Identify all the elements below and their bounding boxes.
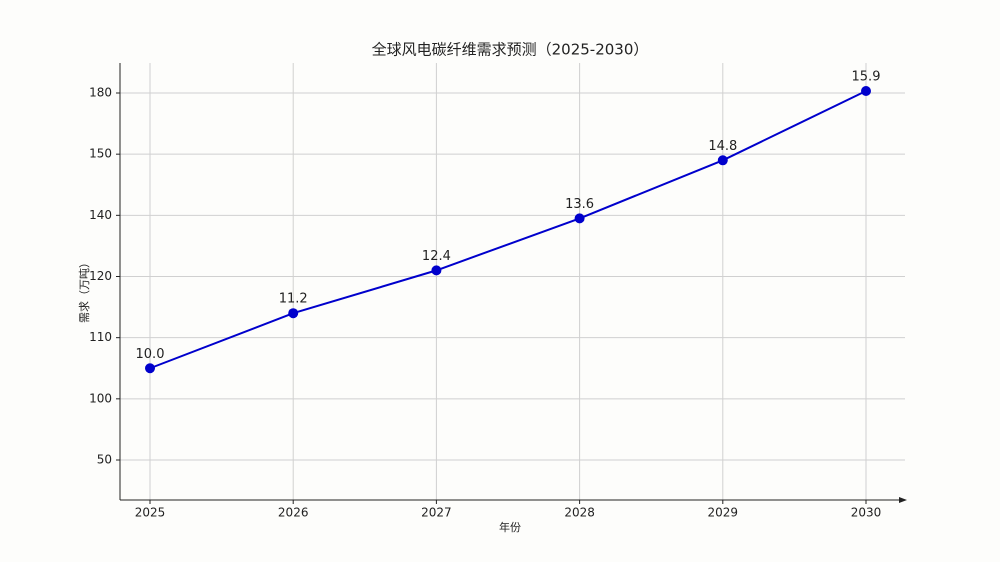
chart-title: 全球风电碳纤维需求预测（2025-2030） — [372, 41, 649, 59]
y-tick-label: 110 — [89, 330, 112, 344]
point-label: 14.8 — [708, 139, 737, 154]
x-tick-label: 2026 — [278, 506, 309, 520]
x-axis-arrow — [899, 497, 907, 503]
y-tick-label: 180 — [89, 86, 112, 100]
point — [717, 155, 728, 166]
point — [145, 363, 155, 374]
point — [861, 86, 871, 96]
point-label: 13.6 — [565, 197, 594, 212]
y-tick-label: 50 — [97, 453, 112, 467]
x-tick-label: 2030 — [851, 506, 882, 520]
point-label: 10.0 — [136, 347, 165, 362]
point — [574, 213, 585, 224]
y-tick-label: 120 — [89, 269, 112, 283]
y-tick-label: 100 — [89, 391, 112, 405]
point-label: 11.2 — [279, 292, 308, 307]
x-tick-label: 2028 — [564, 506, 595, 520]
point-label: 15.9 — [852, 70, 881, 85]
y-axis-label: 需求（万吨） — [78, 257, 91, 323]
x-axis-label: 年份 — [499, 520, 521, 534]
point — [288, 308, 299, 319]
point — [431, 265, 442, 276]
point-label: 12.4 — [422, 249, 451, 264]
y-tick-label: 150 — [89, 147, 112, 161]
plot-area — [120, 63, 905, 500]
y-tick-label: 140 — [89, 208, 112, 222]
x-tick-label: 2029 — [708, 506, 739, 520]
x-tick-label: 2027 — [421, 506, 452, 520]
line — [149, 90, 867, 370]
x-tick-label: 2025 — [135, 506, 166, 520]
